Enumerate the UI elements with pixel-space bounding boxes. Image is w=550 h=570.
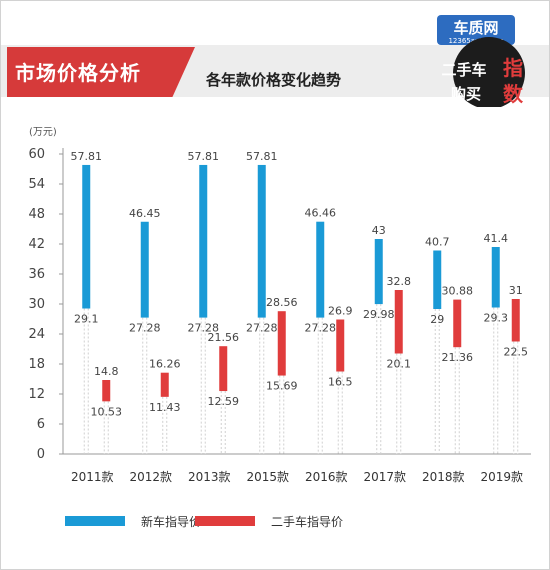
data-label-used-low-4: 16.5 <box>328 376 353 389</box>
data-label-used-high-7: 31 <box>509 284 523 297</box>
brand-logo-name: 车质网 <box>453 19 498 37</box>
x-tick-label-5: 2017款 <box>363 470 406 484</box>
range-bar-new-4 <box>316 221 325 318</box>
legend-label-used-price: 二手车指导价 <box>271 515 344 529</box>
data-label-new-low-1: 27.28 <box>129 322 161 335</box>
data-label-used-high-5: 32.8 <box>387 275 412 288</box>
y-tick-label-36: 36 <box>28 267 45 282</box>
brand-logo: 车质网 12365auto.com 二手车 指 购买 数 <box>437 15 525 107</box>
y-tick-label-30: 30 <box>28 297 45 312</box>
x-tick-label-4: 2016款 <box>305 470 348 484</box>
data-label-used-low-1: 11.43 <box>149 401 181 414</box>
range-bar-used-1 <box>160 372 169 397</box>
x-tick-label-2: 2013款 <box>188 470 231 484</box>
y-tick-label-54: 54 <box>28 177 45 192</box>
legend-item-used-price: 二手车指导价 <box>195 511 365 531</box>
legend-swatch-new-price <box>65 516 125 526</box>
data-label-new-high-3: 57.81 <box>246 150 278 163</box>
data-label-used-high-3: 28.56 <box>266 296 298 309</box>
data-label-new-low-7: 29.3 <box>484 312 509 325</box>
page-subtitle: 各年款价格变化趋势 <box>206 71 342 89</box>
y-tick-label-18: 18 <box>28 357 45 372</box>
data-label-new-low-0: 29.1 <box>74 313 99 326</box>
price-range-chart: (万元) 0 6 12 18 24 30 36 42 48 54 60 2011款 57.81 29.1 14… <box>28 127 531 484</box>
x-tick-label-0: 2011款 <box>71 470 114 484</box>
y-tick-label-42: 42 <box>28 237 45 252</box>
legend-item-new-price: 新车指导价 <box>65 511 201 531</box>
brand-logo-line2: 购买 <box>451 85 481 103</box>
data-label-used-low-0: 10.53 <box>91 405 123 418</box>
data-label-new-high-6: 40.7 <box>425 236 450 249</box>
data-label-new-low-3: 27.28 <box>246 322 278 335</box>
chart-legend: 新车指导价 二手车指导价 <box>1 511 549 531</box>
data-label-new-high-2: 57.81 <box>188 150 220 163</box>
data-label-used-low-7: 22.5 <box>504 346 529 359</box>
data-label-used-low-2: 12.59 <box>208 395 240 408</box>
brand-logo-line1: 二手车 <box>441 61 486 79</box>
data-label-new-low-4: 27.28 <box>305 322 337 335</box>
data-label-new-high-7: 41.4 <box>484 232 509 245</box>
range-bar-used-6 <box>453 299 462 348</box>
range-bar-new-3 <box>257 164 266 318</box>
data-label-new-high-0: 57.81 <box>71 150 103 163</box>
legend-swatch-used-price <box>195 516 255 526</box>
y-tick-label-60: 60 <box>28 147 45 162</box>
data-label-used-low-3: 15.69 <box>266 380 298 393</box>
y-tick-label-48: 48 <box>28 207 45 222</box>
brand-logo-char1: 指 <box>503 56 523 80</box>
range-bar-used-0 <box>102 380 111 402</box>
range-bar-new-2 <box>199 164 208 318</box>
x-tick-label-1: 2012款 <box>129 470 172 484</box>
brand-logo-badge <box>437 15 515 45</box>
data-label-new-low-5: 29.98 <box>363 308 395 321</box>
data-label-new-low-2: 27.28 <box>188 322 220 335</box>
range-bar-new-6 <box>433 250 442 309</box>
range-bar-used-2 <box>219 346 228 392</box>
data-label-used-high-1: 16.26 <box>149 358 181 371</box>
legend-label-new-price: 新车指导价 <box>141 515 202 529</box>
range-bar-new-7 <box>491 247 500 308</box>
range-bar-new-1 <box>140 221 149 318</box>
data-label-used-high-2: 21.56 <box>208 331 240 344</box>
y-axis-unit-label: (万元) <box>29 127 57 138</box>
y-tick-label-12: 12 <box>28 387 45 402</box>
range-bar-used-3 <box>277 311 286 376</box>
range-bar-new-5 <box>374 239 383 305</box>
data-label-used-low-6: 21.36 <box>442 351 474 364</box>
y-tick-label-0: 0 <box>37 447 45 462</box>
brand-logo-char2: 数 <box>503 82 524 106</box>
range-bar-new-0 <box>82 164 91 309</box>
data-label-new-high-1: 46.45 <box>129 207 161 220</box>
data-label-new-high-4: 46.46 <box>305 207 337 220</box>
title-banner <box>7 47 195 97</box>
range-bar-used-5 <box>394 290 403 354</box>
data-label-used-high-0: 14.8 <box>94 365 119 378</box>
x-tick-label-7: 2019款 <box>480 470 523 484</box>
data-label-used-high-4: 26.9 <box>328 305 353 318</box>
data-label-new-high-5: 43 <box>372 224 386 237</box>
range-bar-used-7 <box>511 299 520 342</box>
page-title: 市场价格分析 <box>15 61 141 85</box>
brand-logo-disc <box>453 37 525 107</box>
data-label-used-low-5: 20.1 <box>387 358 412 371</box>
y-tick-label-6: 6 <box>37 417 45 432</box>
y-tick-label-24: 24 <box>28 327 45 342</box>
x-tick-label-3: 2015款 <box>246 470 289 484</box>
x-tick-label-6: 2018款 <box>422 470 465 484</box>
data-label-new-low-6: 29 <box>430 313 444 326</box>
range-bar-used-4 <box>336 319 345 372</box>
data-label-used-high-6: 30.88 <box>442 285 474 298</box>
